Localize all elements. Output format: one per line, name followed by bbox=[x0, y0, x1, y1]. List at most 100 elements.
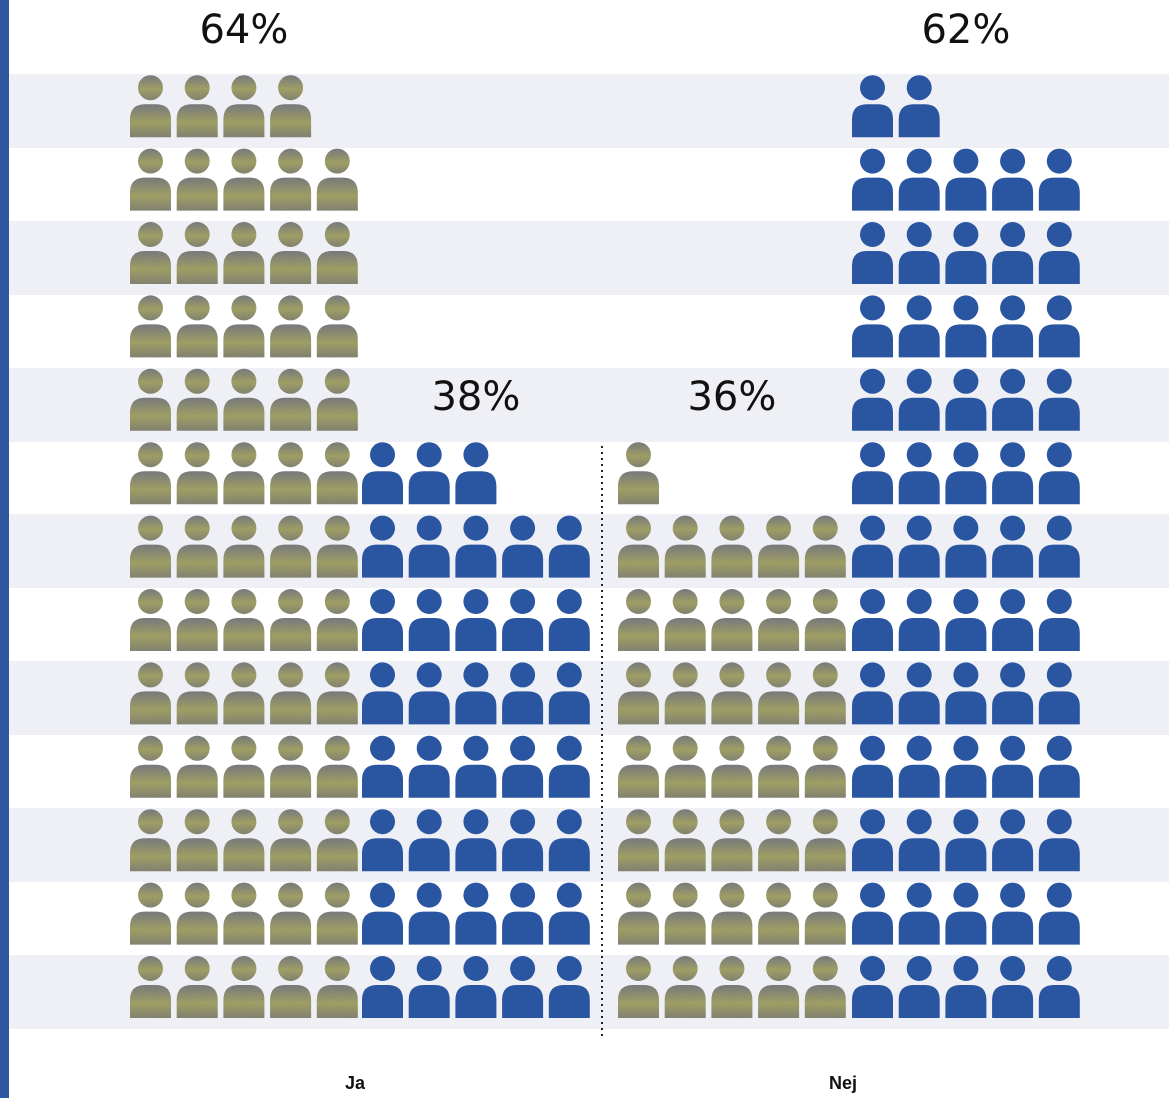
person-icon bbox=[270, 662, 312, 725]
person-icon bbox=[316, 882, 358, 945]
person-icon bbox=[804, 735, 846, 798]
person-icon bbox=[898, 956, 940, 1018]
person-icon bbox=[176, 956, 218, 1018]
person-icon bbox=[176, 442, 218, 505]
person-icon bbox=[502, 882, 544, 945]
person-icon bbox=[711, 809, 753, 872]
person-icon bbox=[618, 589, 659, 651]
person-icon bbox=[130, 75, 171, 138]
person-icon bbox=[1038, 515, 1080, 578]
person-icon bbox=[130, 956, 171, 1018]
person-icon bbox=[176, 515, 218, 578]
person-icon bbox=[852, 368, 893, 431]
person-icon bbox=[898, 735, 940, 798]
person-icon bbox=[455, 882, 497, 945]
person-icon bbox=[852, 222, 893, 284]
person-icon bbox=[852, 809, 893, 872]
person-icon bbox=[945, 442, 987, 505]
person-icon bbox=[664, 735, 706, 798]
person-icon bbox=[945, 222, 987, 284]
person-icon bbox=[455, 956, 497, 1018]
person-icon bbox=[130, 589, 171, 651]
person-icon bbox=[852, 662, 893, 725]
person-icon bbox=[548, 735, 590, 798]
person-icon bbox=[945, 882, 987, 945]
person-icon bbox=[455, 515, 497, 578]
person-icon bbox=[223, 295, 265, 358]
person-icon bbox=[316, 368, 358, 431]
person-icon bbox=[898, 882, 940, 945]
person-icon bbox=[130, 148, 171, 211]
person-icon bbox=[270, 589, 312, 651]
person-icon bbox=[548, 589, 590, 651]
person-icon bbox=[223, 75, 265, 138]
person-icon bbox=[852, 882, 893, 945]
left-accent-bar bbox=[0, 0, 9, 1098]
person-icon bbox=[758, 809, 800, 872]
person-icon bbox=[945, 589, 987, 651]
person-icon bbox=[992, 809, 1034, 872]
person-icon bbox=[711, 956, 753, 1018]
person-icon bbox=[1038, 148, 1080, 211]
person-icon bbox=[316, 662, 358, 725]
person-icon bbox=[223, 882, 265, 945]
person-icon bbox=[316, 515, 358, 578]
person-icon bbox=[502, 956, 544, 1018]
person-icon bbox=[362, 809, 403, 872]
person-icon bbox=[130, 222, 171, 284]
person-icon bbox=[270, 956, 312, 1018]
person-icon bbox=[1038, 956, 1080, 1018]
person-icon bbox=[270, 515, 312, 578]
person-icon bbox=[992, 662, 1034, 725]
person-icon bbox=[223, 662, 265, 725]
person-icon bbox=[898, 662, 940, 725]
person-icon bbox=[270, 368, 312, 431]
person-icon bbox=[502, 662, 544, 725]
person-icon bbox=[316, 442, 358, 505]
person-icon bbox=[130, 809, 171, 872]
person-icon bbox=[176, 882, 218, 945]
percent-label: 38% bbox=[431, 374, 520, 420]
person-icon bbox=[618, 735, 659, 798]
person-icon bbox=[270, 295, 312, 358]
person-icon bbox=[408, 735, 450, 798]
person-icon bbox=[408, 809, 450, 872]
person-icon bbox=[945, 662, 987, 725]
person-icon bbox=[176, 295, 218, 358]
person-icon bbox=[502, 515, 544, 578]
person-icon bbox=[502, 589, 544, 651]
person-icon bbox=[502, 809, 544, 872]
person-icon bbox=[618, 956, 659, 1018]
person-icon bbox=[270, 809, 312, 872]
person-icon bbox=[176, 662, 218, 725]
person-icon bbox=[455, 662, 497, 725]
person-icon bbox=[804, 956, 846, 1018]
person-icon bbox=[664, 809, 706, 872]
person-icon bbox=[758, 662, 800, 725]
person-icon bbox=[758, 882, 800, 945]
person-icon bbox=[992, 442, 1034, 505]
person-icon bbox=[408, 589, 450, 651]
person-icon bbox=[898, 515, 940, 578]
person-icon bbox=[223, 442, 265, 505]
person-icon bbox=[316, 222, 358, 284]
person-icon bbox=[176, 75, 218, 138]
person-icon bbox=[664, 662, 706, 725]
person-icon bbox=[898, 222, 940, 284]
person-icon bbox=[316, 589, 358, 651]
person-icon bbox=[408, 956, 450, 1018]
person-icon bbox=[455, 809, 497, 872]
person-icon bbox=[316, 809, 358, 872]
person-icon bbox=[992, 515, 1034, 578]
person-icon bbox=[176, 809, 218, 872]
person-icon bbox=[408, 882, 450, 945]
person-icon bbox=[1038, 735, 1080, 798]
person-icon bbox=[176, 148, 218, 211]
person-icon bbox=[992, 295, 1034, 358]
person-icon bbox=[664, 515, 706, 578]
person-icon bbox=[618, 809, 659, 872]
person-icon bbox=[618, 442, 659, 505]
person-icon bbox=[223, 222, 265, 284]
person-icon bbox=[852, 148, 893, 211]
person-icon bbox=[223, 956, 265, 1018]
